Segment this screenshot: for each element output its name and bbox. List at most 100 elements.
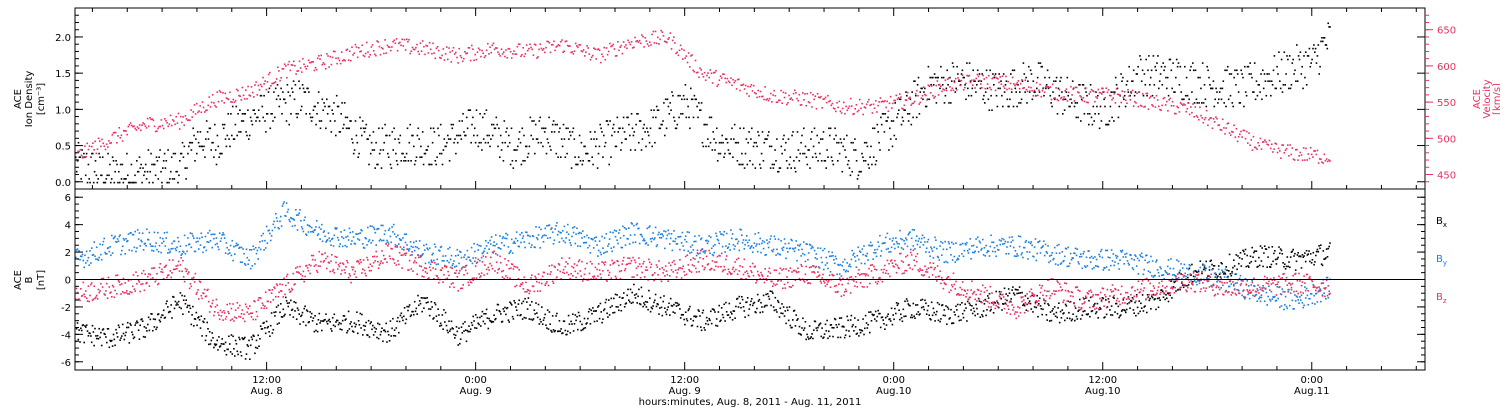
velocity-point	[1132, 105, 1135, 107]
b-by-point	[341, 236, 343, 238]
b-bx-point	[761, 311, 764, 313]
b-bx-point	[1252, 256, 1254, 258]
ion-density-point	[1320, 40, 1322, 43]
velocity-point	[200, 111, 203, 114]
ion-density-point	[253, 109, 255, 111]
ion-density-point	[1266, 73, 1268, 75]
ion-density-point	[206, 131, 209, 133]
ion-density-point	[708, 116, 711, 119]
velocity-point	[557, 44, 560, 46]
ion-density-point	[229, 145, 231, 148]
b-by-point	[831, 251, 833, 254]
velocity-point	[602, 55, 604, 58]
ion-density-point	[383, 141, 385, 144]
b-by-point	[250, 249, 253, 251]
b-bx-point	[884, 316, 887, 319]
b-bx-point	[270, 312, 273, 314]
b-bx-point	[383, 329, 386, 331]
b-bx-point	[777, 299, 779, 302]
ion-density-point	[902, 120, 905, 122]
b-bx-point	[203, 318, 206, 320]
ion-density-point	[504, 141, 506, 144]
velocity-point	[237, 89, 239, 92]
b-bx-point	[285, 300, 288, 302]
velocity-point	[752, 84, 755, 87]
b-bx-point	[563, 320, 566, 323]
ion-density-point	[445, 145, 447, 148]
ion-density-point	[217, 145, 220, 148]
velocity-point	[149, 117, 151, 119]
b-bx-point	[225, 353, 228, 356]
b-bx-point	[569, 332, 572, 334]
b-bx-point	[1301, 254, 1304, 256]
b-by-point	[187, 237, 189, 239]
b-bx-point	[631, 291, 633, 294]
b-bx-point	[856, 332, 859, 335]
velocity-point	[860, 107, 862, 110]
velocity-point	[1224, 133, 1226, 135]
b-by-point	[152, 245, 154, 247]
velocity-point	[805, 104, 807, 107]
b-bx-point	[634, 297, 637, 299]
ion-density-point	[967, 87, 969, 90]
ion-density-point	[91, 152, 93, 155]
ion-density-point	[394, 138, 396, 140]
velocity-point	[811, 106, 813, 108]
ion-density-point	[1059, 80, 1061, 82]
ion-density-point	[891, 145, 894, 148]
ion-density-point	[165, 160, 168, 162]
ion-density-point	[1325, 44, 1328, 46]
ion-density-point	[1326, 47, 1329, 50]
b-bx-point	[1093, 304, 1095, 306]
b-bx-point	[926, 309, 929, 312]
velocity-point	[841, 107, 844, 110]
velocity-point	[1033, 89, 1036, 92]
b-by-point	[301, 228, 304, 230]
velocity-point	[695, 71, 698, 74]
b-bx-point	[162, 309, 165, 312]
velocity-point	[750, 84, 753, 86]
b-by-point	[860, 262, 863, 265]
b-bx-point	[1151, 296, 1154, 299]
ion-density-point	[329, 120, 332, 122]
b-by-point	[240, 246, 243, 249]
b-bx-point	[1151, 295, 1153, 298]
b-bx-point	[259, 338, 261, 340]
b-bx-point	[609, 306, 612, 309]
b-bx-point	[177, 300, 180, 303]
b-bx-point	[1077, 310, 1079, 312]
ion-density-point	[903, 109, 905, 111]
velocity-point	[104, 148, 107, 151]
ion-density-point	[640, 149, 643, 151]
b-bx-point	[208, 343, 210, 346]
b-bx-point	[635, 293, 638, 295]
b-by-point	[597, 255, 599, 257]
b-bx-point	[455, 326, 458, 328]
ion-density-point	[131, 181, 134, 184]
ion-density-point	[602, 156, 604, 158]
velocity-point	[118, 127, 120, 129]
b-bx-point	[544, 313, 546, 316]
b-bx-point	[1204, 267, 1207, 270]
b-by-point	[698, 234, 700, 237]
velocity-point	[1099, 92, 1102, 94]
ion-density-point	[1088, 123, 1090, 126]
velocity-point	[474, 53, 476, 56]
b-bx-point	[132, 337, 135, 340]
b-bx-point	[276, 323, 279, 325]
velocity-point	[127, 125, 130, 128]
velocity-point	[584, 55, 586, 57]
ion-density-point	[223, 123, 226, 126]
bottom-panel-points	[75, 201, 1331, 360]
b-by-point	[515, 237, 517, 240]
b-bx-point	[1113, 297, 1115, 299]
velocity-point	[1090, 88, 1093, 91]
b-bx-point	[1005, 293, 1007, 295]
b-bx-point	[1146, 294, 1149, 296]
b-bx-point	[345, 318, 347, 320]
b-by-point	[906, 245, 909, 248]
ion-density-point	[175, 170, 177, 173]
ion-density-point	[1313, 44, 1315, 46]
ion-density-point	[674, 127, 677, 130]
velocity-point	[303, 63, 305, 66]
